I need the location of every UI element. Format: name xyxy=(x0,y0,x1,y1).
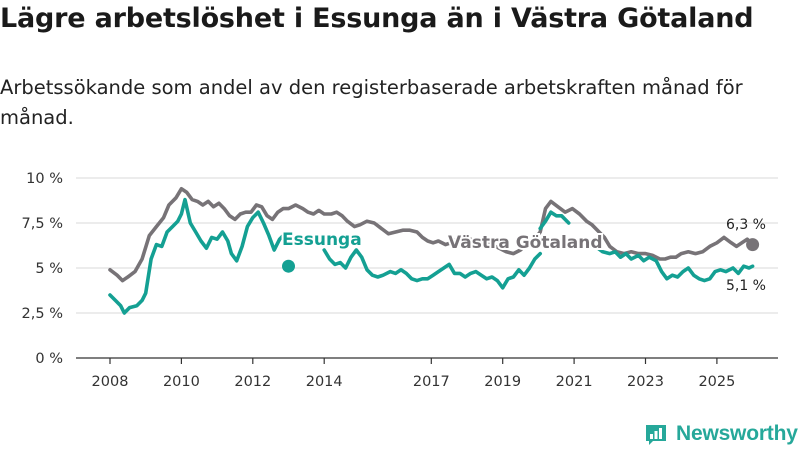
brand-name: Newsworthy xyxy=(676,422,798,445)
series-labels: Essunga Västra Götaland 6,3 % 5,1 % xyxy=(280,217,766,294)
end-marker-v-stra-g-taland xyxy=(746,238,760,252)
x-tick-label: 2012 xyxy=(234,374,271,390)
series-label-essunga: Essunga xyxy=(282,230,362,250)
grid-lines xyxy=(76,177,778,314)
series-line-essunga xyxy=(108,197,291,315)
y-tick-label: 2,5 % xyxy=(22,306,63,322)
x-tick-label: 2014 xyxy=(306,374,343,390)
series-label-vastra-gotaland: Västra Götaland xyxy=(448,233,603,253)
end-label-vastra-gotaland: 6,3 % xyxy=(726,217,766,233)
y-tick-label: 0 % xyxy=(35,351,63,367)
series-line-essunga xyxy=(566,237,755,283)
series-line-v-stra-g-taland xyxy=(108,187,755,283)
x-tick-label: 2008 xyxy=(92,374,129,390)
y-tick-label: 5 % xyxy=(35,261,63,277)
y-axis: 0 % 2,5 % 5 % 7,5 % 10 % xyxy=(22,171,63,367)
y-tick-label: 7,5 % xyxy=(22,216,63,232)
series-line-essunga xyxy=(538,210,571,231)
x-tick-label: 2023 xyxy=(627,374,664,390)
x-tick-label: 2017 xyxy=(413,374,450,390)
end-marker-essunga xyxy=(282,259,295,273)
chart-title: Lägre arbetslöshet i Essunga än i Västra… xyxy=(0,3,754,34)
series-line-essunga xyxy=(322,248,542,290)
end-label-essunga: 5,1 % xyxy=(726,278,766,294)
chart-subtitle: Arbetssökande som andel av den registerb… xyxy=(0,76,743,129)
y-tick-label: 10 % xyxy=(26,171,63,187)
x-tick-label: 2019 xyxy=(484,374,521,390)
x-tick-label: 2025 xyxy=(698,374,735,390)
series-lines xyxy=(108,187,760,315)
brand-logo[interactable]: Newsworthy xyxy=(644,419,798,449)
x-tick-label: 2010 xyxy=(163,374,200,390)
x-tick-label: 2021 xyxy=(556,374,593,390)
x-axis: 2008 2010 2012 2014 2017 2019 2021 2023 2025 xyxy=(76,357,778,390)
newsworthy-logo-icon xyxy=(646,425,666,445)
